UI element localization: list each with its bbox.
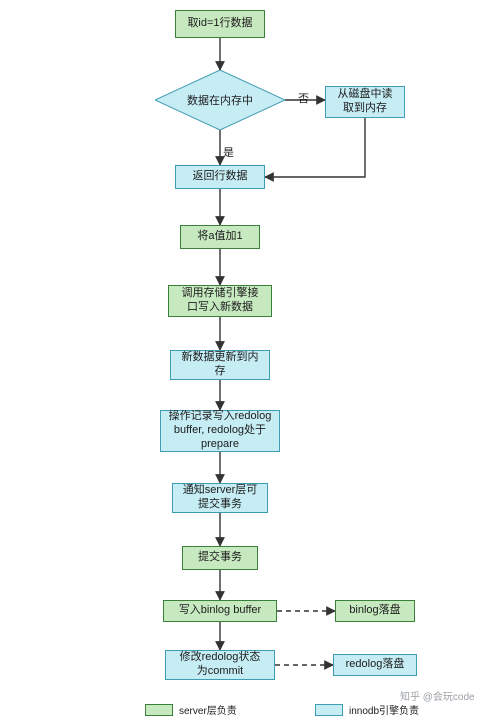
- watermark: 知乎 @会玩code: [400, 688, 475, 703]
- node-n4: 将a值加1: [180, 225, 260, 249]
- legend-innodb-label: innodb引擎负责: [349, 702, 419, 717]
- decision-d1: 数据在内存中: [155, 70, 285, 130]
- node-n6: 新数据更新到内 存: [170, 350, 270, 380]
- legend-server-label: server层负责: [179, 702, 237, 717]
- node-n8: 通知server层可 提交事务: [172, 483, 268, 513]
- node-n1: 取id=1行数据: [175, 10, 265, 38]
- node-n2: 从磁盘中读 取到内存: [325, 86, 405, 118]
- legend-innodb-swatch: [315, 704, 343, 716]
- legend-server: server层负责: [145, 702, 237, 717]
- node-n13: redolog落盘: [333, 654, 417, 676]
- node-n5: 调用存储引擎接 口写入新数据: [168, 285, 272, 317]
- legend-innodb: innodb引擎负责: [315, 702, 419, 717]
- node-n12: 修改redolog状态 为commit: [165, 650, 275, 680]
- node-n7: 操作记录写入redolog buffer, redolog处于 prepare: [160, 410, 280, 452]
- node-n10: 写入binlog buffer: [163, 600, 277, 622]
- edge-label-yes: 是: [223, 144, 234, 160]
- edge-label-no: 否: [298, 90, 309, 106]
- legend-server-swatch: [145, 704, 173, 716]
- node-n11: binlog落盘: [335, 600, 415, 622]
- node-n3: 返回行数据: [175, 165, 265, 189]
- node-n9: 提交事务: [182, 546, 258, 570]
